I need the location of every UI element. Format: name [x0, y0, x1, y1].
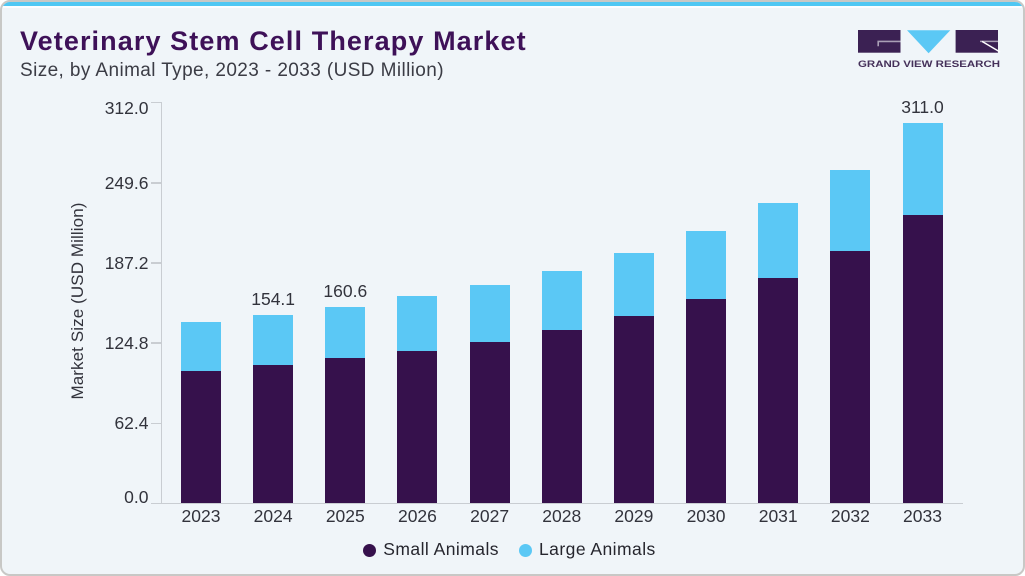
brand-wordmark: GRAND VIEW RESEARCH — [858, 58, 1000, 69]
bar-small-animals — [613, 316, 654, 504]
chart-title: Veterinary Stem Cell Therapy Market — [20, 26, 527, 56]
bar-small-animals — [686, 298, 727, 504]
legend: Small Animals Large Animals — [2, 541, 1020, 559]
x-tick-label: 2025 — [325, 506, 365, 527]
y-tick — [151, 182, 162, 184]
x-tick-label: 2024 — [253, 506, 293, 527]
logo-r-block — [955, 30, 998, 53]
legend-item: Small Animals — [363, 541, 499, 559]
bar-large-animals — [253, 314, 294, 365]
bar-total-label: 154.1 — [251, 288, 296, 309]
bar-small-animals — [181, 371, 221, 504]
x-tick-label: 2026 — [397, 506, 437, 527]
x-tick-label: 2028 — [542, 506, 582, 527]
bar-large-animals — [902, 123, 943, 216]
legend-item: Large Animals — [519, 541, 656, 559]
legend-label: Small Animals — [383, 539, 499, 560]
bar-large-animals — [397, 296, 438, 351]
legend-swatch — [519, 543, 532, 557]
y-tick — [151, 262, 162, 264]
chart-subtitle: Size, by Animal Type, 2023 - 2033 (USD M… — [20, 59, 444, 81]
logo-r-leg — [981, 40, 1001, 53]
y-axis-title: Market Size (USD Million) — [68, 202, 87, 400]
bar-large-animals — [469, 285, 510, 342]
y-tick-label: 249.6 — [104, 173, 149, 194]
y-tick-label: 62.4 — [114, 413, 149, 434]
x-tick-label: 2033 — [903, 506, 942, 527]
bar-small-animals — [541, 329, 582, 504]
y-tick — [151, 342, 162, 344]
bar-small-animals — [469, 341, 510, 504]
x-tick-label: 2027 — [470, 506, 510, 527]
x-tick-label: 2032 — [830, 506, 870, 527]
y-tick-label: 124.8 — [104, 333, 149, 354]
y-tick-label: 0.0 — [124, 486, 149, 507]
bar-small-animals — [830, 251, 871, 504]
y-tick — [151, 422, 162, 424]
y-tick-label: 187.2 — [104, 253, 149, 274]
bar-large-animals — [758, 203, 799, 279]
bar-small-animals — [758, 278, 799, 504]
bar-large-animals — [613, 252, 654, 317]
bar-small-animals — [397, 350, 438, 504]
top-accent-strip — [2, 2, 1023, 8]
bar-total-label: 160.6 — [323, 280, 368, 301]
logo-v-triangle — [907, 30, 951, 54]
legend-swatch — [363, 543, 377, 557]
brand-logo: GRAND VIEW RESEARCH — [858, 30, 1001, 70]
y-tick-label: 312.0 — [104, 98, 149, 119]
bar-small-animals — [325, 358, 366, 504]
x-tick-label: 2023 — [181, 506, 221, 527]
bar-total-label: 311.0 — [901, 96, 944, 117]
legend-label: Large Animals — [539, 539, 656, 560]
bar-small-animals — [253, 364, 294, 504]
bar-large-animals — [181, 321, 221, 372]
gvr-logo-icon: GRAND VIEW RESEARCH — [858, 30, 1001, 69]
logo-g-notch — [877, 40, 901, 47]
y-axis-line — [161, 102, 163, 504]
y-tick — [151, 102, 162, 104]
bar-large-animals — [686, 230, 727, 299]
bar-large-animals — [830, 169, 871, 252]
x-axis-line — [151, 502, 963, 504]
x-tick-label: 2031 — [758, 506, 798, 527]
bar-small-animals — [902, 215, 943, 504]
bar-large-animals — [541, 270, 582, 330]
x-tick-label: 2030 — [686, 506, 726, 527]
x-tick-label: 2029 — [614, 506, 654, 527]
bar-large-animals — [325, 307, 366, 359]
